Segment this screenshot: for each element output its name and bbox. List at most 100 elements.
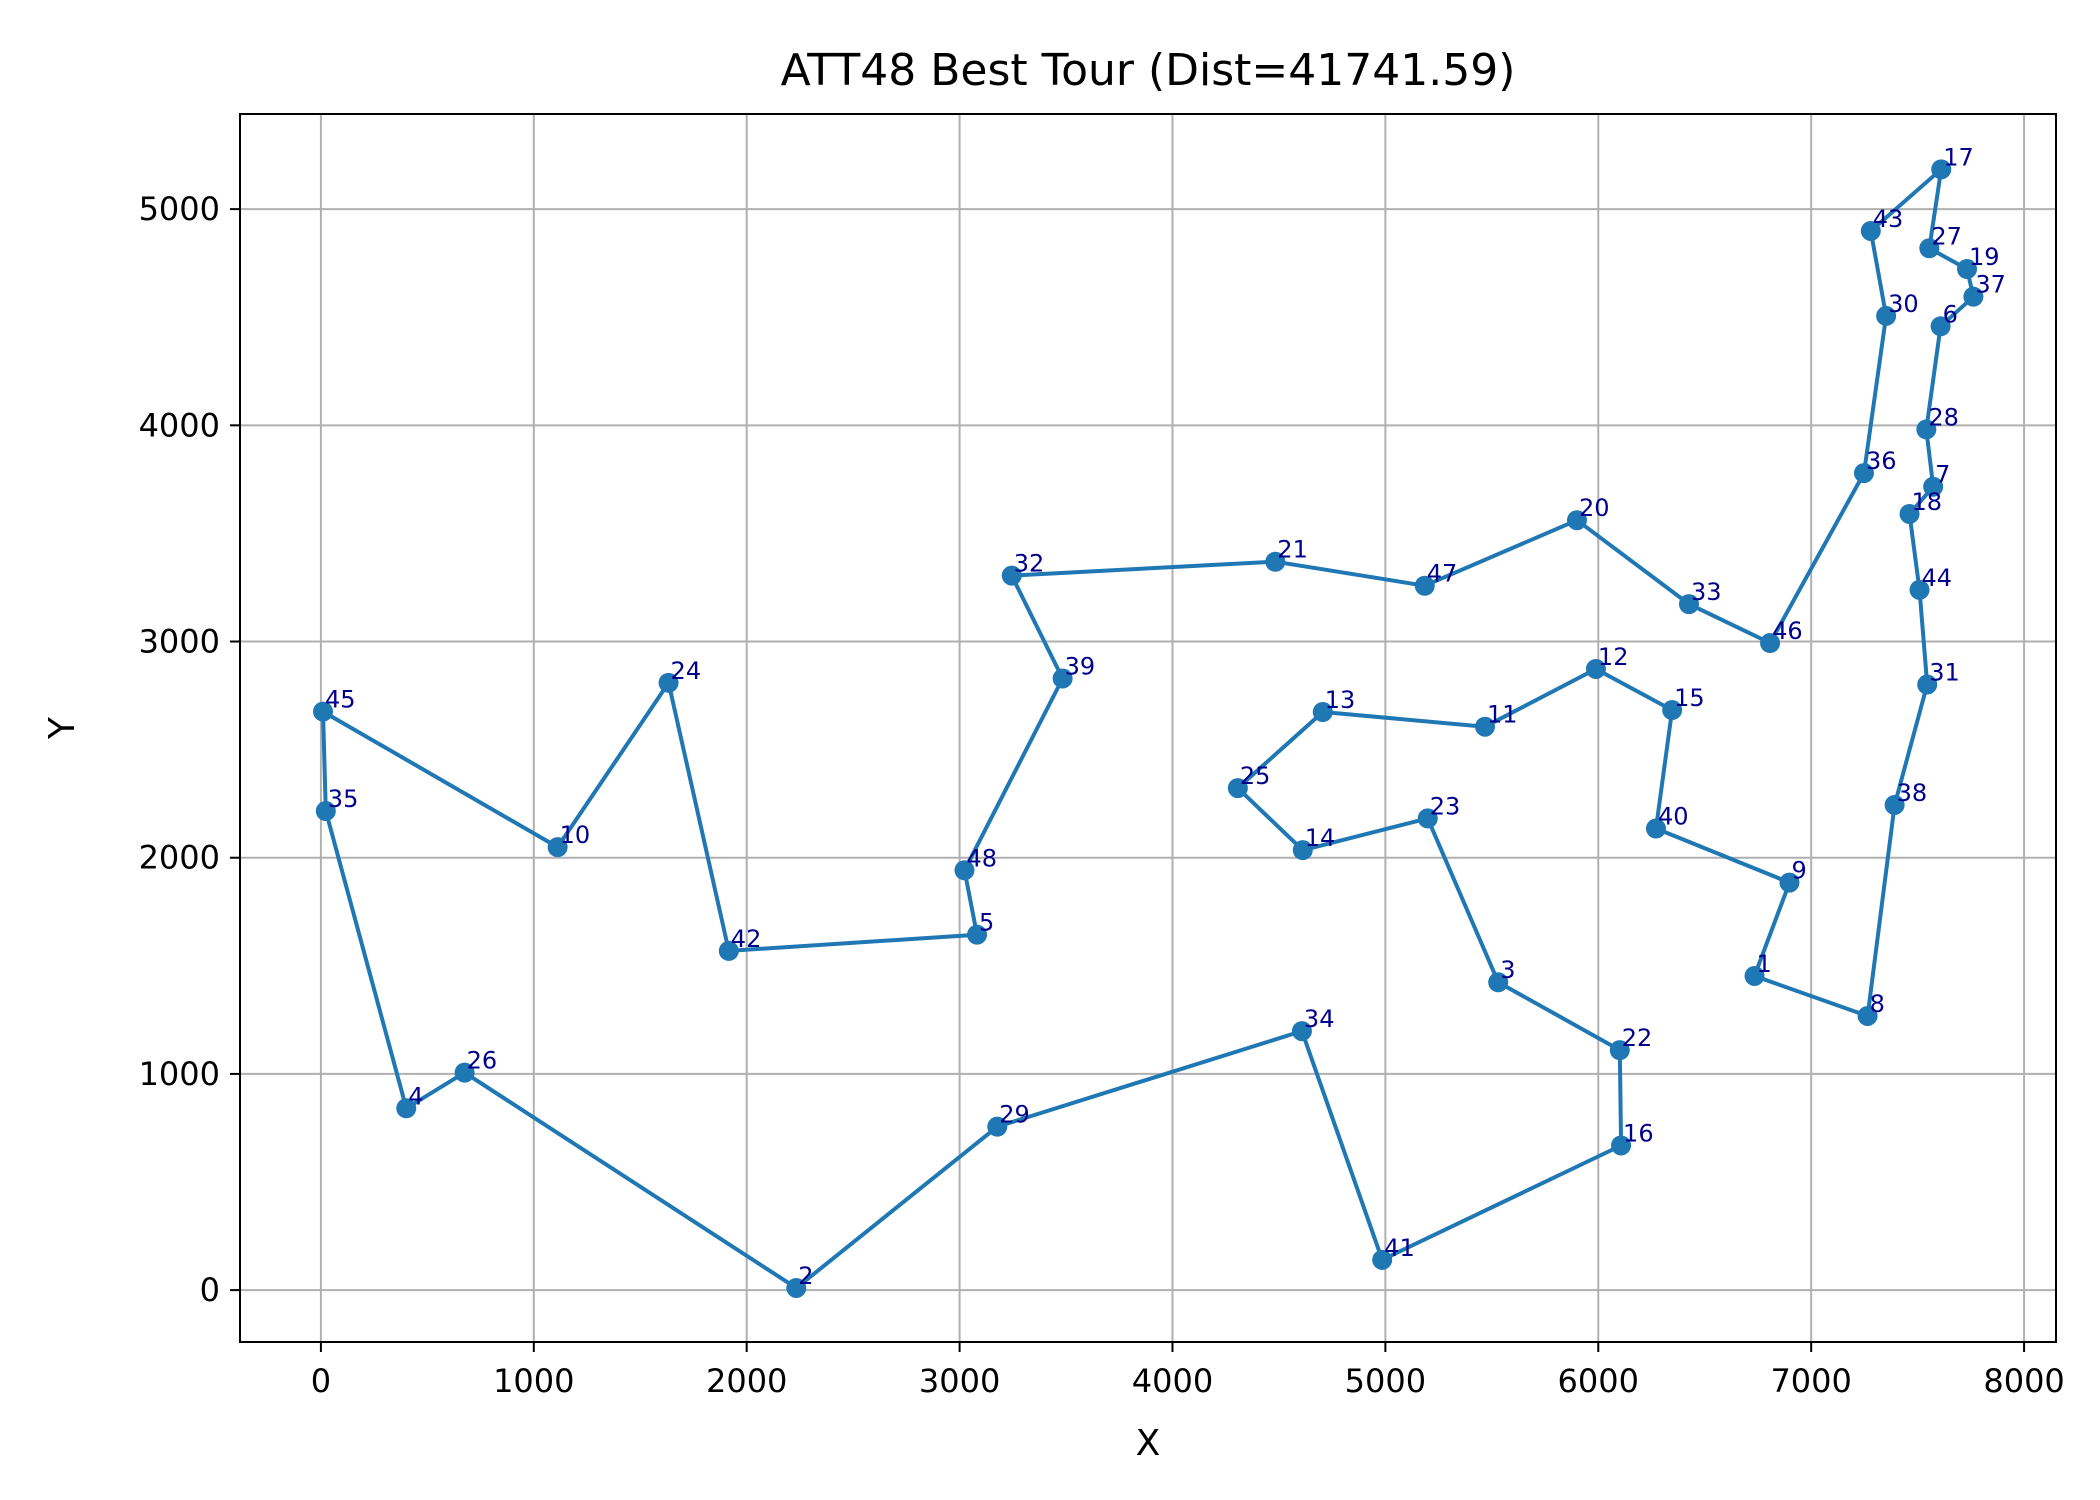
city-point-45 xyxy=(313,701,334,722)
chart-title: ATT48 Best Tour (Dist=41741.59) xyxy=(781,45,1516,96)
city-point-7 xyxy=(1923,476,1944,497)
city-point-30 xyxy=(1876,305,1897,326)
city-label-44: 44 xyxy=(1922,564,1953,592)
city-point-9 xyxy=(1779,872,1800,893)
city-label-43: 43 xyxy=(1873,205,1904,233)
city-label-47: 47 xyxy=(1427,560,1458,588)
city-label-9: 9 xyxy=(1791,857,1806,885)
y-tick-label: 2000 xyxy=(139,839,220,877)
city-point-22 xyxy=(1609,1040,1630,1061)
city-label-32: 32 xyxy=(1014,550,1045,578)
city-point-16 xyxy=(1611,1135,1632,1156)
y-axis-label: Y xyxy=(42,716,83,740)
city-point-21 xyxy=(1265,551,1286,572)
x-tick-label: 8000 xyxy=(1983,1362,2064,1400)
city-label-7: 7 xyxy=(1935,461,1950,489)
city-point-17 xyxy=(1931,159,1952,180)
city-point-47 xyxy=(1414,575,1435,596)
city-label-5: 5 xyxy=(979,909,994,937)
y-tick-label: 4000 xyxy=(139,406,220,444)
city-label-42: 42 xyxy=(731,925,762,953)
city-label-1: 1 xyxy=(1757,950,1772,978)
city-label-8: 8 xyxy=(1870,990,1885,1018)
city-point-42 xyxy=(718,940,739,961)
city-label-37: 37 xyxy=(1975,271,2006,299)
x-tick-label: 3000 xyxy=(919,1362,1000,1400)
plot-background xyxy=(240,114,2056,1342)
city-label-38: 38 xyxy=(1897,779,1928,807)
city-point-43 xyxy=(1860,220,1881,241)
city-point-2 xyxy=(786,1277,807,1298)
city-point-35 xyxy=(315,801,336,822)
city-label-21: 21 xyxy=(1277,536,1308,564)
city-label-17: 17 xyxy=(1943,143,1974,171)
city-label-35: 35 xyxy=(328,785,359,813)
city-label-22: 22 xyxy=(1622,1024,1653,1052)
city-point-20 xyxy=(1566,510,1587,531)
city-labels: 1234567891011121314151617181920212223242… xyxy=(325,143,2006,1290)
plot-frame xyxy=(239,113,2057,1343)
x-tick-label: 2000 xyxy=(706,1362,787,1400)
city-point-37 xyxy=(1963,286,1984,307)
city-label-16: 16 xyxy=(1623,1119,1654,1147)
city-point-10 xyxy=(547,837,568,858)
x-tick-label: 0 xyxy=(311,1362,331,1400)
city-point-38 xyxy=(1884,794,1905,815)
city-label-24: 24 xyxy=(671,657,702,685)
city-label-30: 30 xyxy=(1888,290,1919,318)
city-point-19 xyxy=(1957,259,1978,280)
city-point-26 xyxy=(454,1062,475,1083)
city-point-44 xyxy=(1909,579,1930,600)
x-tick-label: 7000 xyxy=(1770,1362,1851,1400)
city-point-5 xyxy=(967,924,988,945)
city-label-34: 34 xyxy=(1304,1005,1335,1033)
city-point-32 xyxy=(1001,565,1022,586)
city-label-41: 41 xyxy=(1384,1234,1415,1262)
city-label-12: 12 xyxy=(1598,643,1629,671)
ticks: 0 1000 2000 3000 4000 5000 6000 7000 8000 0 1000 20… xyxy=(139,190,2065,1400)
city-point-46 xyxy=(1760,633,1781,654)
city-label-26: 26 xyxy=(467,1047,498,1075)
y-tick-label: 1000 xyxy=(139,1055,220,1093)
city-label-11: 11 xyxy=(1487,701,1518,729)
x-tick-label: 6000 xyxy=(1558,1362,1639,1400)
city-label-40: 40 xyxy=(1658,803,1689,831)
city-label-6: 6 xyxy=(1943,300,1958,328)
city-label-14: 14 xyxy=(1305,824,1336,852)
city-label-45: 45 xyxy=(325,686,356,714)
x-tick-label: 5000 xyxy=(1345,1362,1426,1400)
city-point-24 xyxy=(658,672,679,693)
city-label-31: 31 xyxy=(1929,659,1960,687)
city-point-40 xyxy=(1645,818,1666,839)
city-point-11 xyxy=(1475,716,1496,737)
city-point-34 xyxy=(1291,1021,1312,1042)
city-label-13: 13 xyxy=(1325,686,1356,714)
city-point-6 xyxy=(1930,316,1951,337)
city-point-23 xyxy=(1417,808,1438,829)
city-point-4 xyxy=(396,1098,417,1119)
city-point-3 xyxy=(1488,972,1509,993)
city-label-33: 33 xyxy=(1691,578,1722,606)
city-point-48 xyxy=(954,860,975,881)
y-tick-label: 3000 xyxy=(139,623,220,661)
city-label-4: 4 xyxy=(408,1082,423,1110)
city-label-10: 10 xyxy=(560,821,591,849)
city-label-48: 48 xyxy=(966,844,997,872)
city-point-8 xyxy=(1857,1005,1878,1026)
city-point-18 xyxy=(1899,503,1920,524)
city-label-28: 28 xyxy=(1928,403,1959,431)
city-label-20: 20 xyxy=(1579,494,1610,522)
city-point-28 xyxy=(1916,419,1937,440)
city-point-27 xyxy=(1919,238,1940,259)
city-label-19: 19 xyxy=(1969,243,2000,271)
city-label-3: 3 xyxy=(1500,956,1515,984)
city-point-1 xyxy=(1744,965,1765,986)
x-tick-label: 4000 xyxy=(1132,1362,1213,1400)
city-label-2: 2 xyxy=(798,1262,813,1290)
city-point-39 xyxy=(1052,668,1073,689)
grid xyxy=(240,114,2056,1342)
city-point-33 xyxy=(1678,594,1699,615)
city-label-18: 18 xyxy=(1912,488,1943,516)
city-point-15 xyxy=(1662,700,1683,721)
city-label-15: 15 xyxy=(1674,684,1705,712)
